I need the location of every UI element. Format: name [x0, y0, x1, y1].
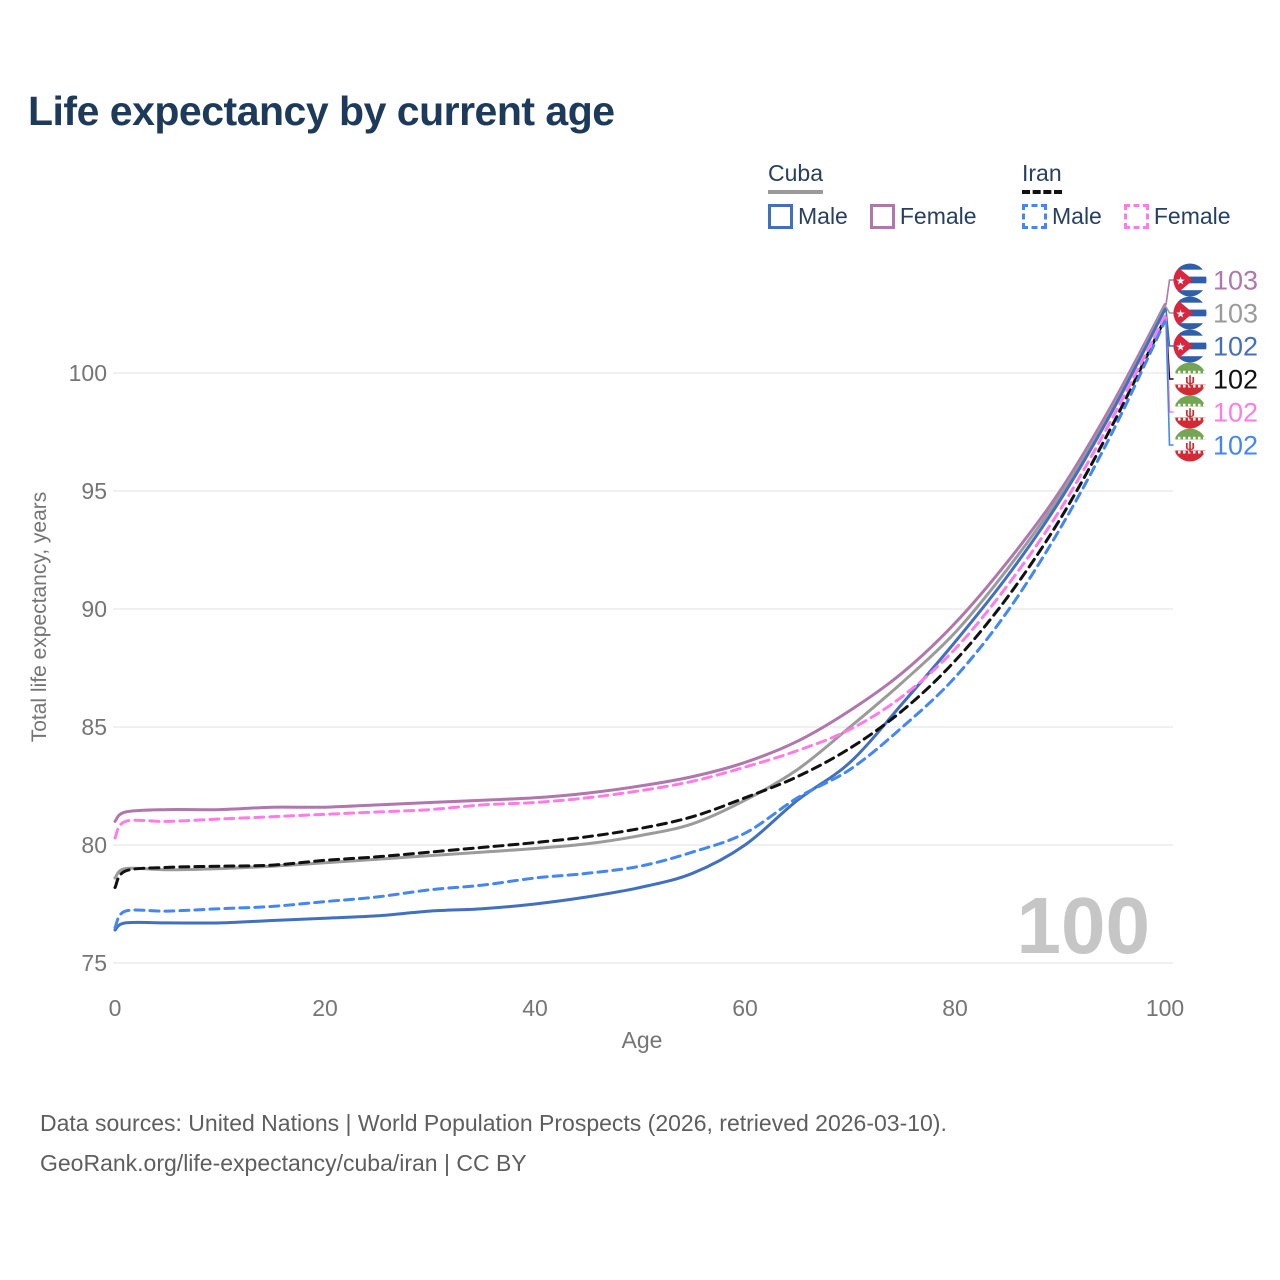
data-source-text: Data sources: United Nations | World Pop…: [40, 1110, 947, 1136]
legend-group-iran: Iran Male Female: [1022, 160, 1231, 230]
y-tick-label: 85: [81, 714, 107, 740]
y-axis-title: Total life expectancy, years: [28, 492, 51, 743]
x-tick-label: 40: [522, 995, 548, 1021]
end-labels: ★ 103 ★ 103 ★ 102 ψ 102 ψ 102: [1165, 263, 1258, 462]
x-tick-label: 60: [732, 995, 758, 1021]
x-tick-label: 80: [942, 995, 968, 1021]
end-label-value-cuba-male: 102: [1213, 332, 1258, 362]
svg-text:ψ: ψ: [1185, 438, 1195, 453]
gridlines: [113, 372, 1173, 964]
y-tick-label: 90: [81, 596, 107, 622]
iran-flag-icon: ψ: [1173, 428, 1207, 462]
iran-female-swatch-icon: [1123, 204, 1149, 229]
series-line-cuba-female: [113, 303, 1167, 823]
legend-item-label: Male: [798, 203, 848, 229]
attribution-text: GeoRank.org/life-expectancy/cuba/iran | …: [40, 1150, 527, 1176]
svg-text:ψ: ψ: [1185, 372, 1195, 387]
y-tick-label: 80: [81, 832, 107, 858]
footer: Data sources: United Nations | World Pop…: [40, 1103, 947, 1183]
end-label-value-iran-both-sexes: 102: [1213, 365, 1258, 395]
iran-male-swatch-icon: [1022, 204, 1047, 229]
series-line-iran-female: [113, 314, 1167, 840]
x-tick-label: 20: [312, 995, 338, 1021]
cuba-flag-icon: ★: [1173, 329, 1207, 363]
legend-item-label: Male: [1052, 203, 1102, 229]
legend-item-cuba-female[interactable]: Female: [869, 203, 977, 230]
legend-group-cuba: Cuba Male Female: [768, 160, 977, 230]
cuba-male-swatch-icon: [768, 204, 793, 229]
legend-item-label: Female: [899, 203, 977, 229]
svg-text:★: ★: [1176, 342, 1186, 354]
svg-text:ψ: ψ: [1185, 405, 1195, 420]
series-line-cuba-male: [113, 307, 1167, 932]
legend-country-cuba: Cuba: [768, 160, 823, 194]
y-tick-label: 75: [81, 950, 107, 976]
iran-flag-icon: ψ: [1173, 362, 1207, 396]
end-label-value-cuba-both-sexes: 103: [1213, 299, 1258, 329]
age-counter-watermark: 100: [1017, 881, 1150, 970]
legend: Cuba Male Female Iran Male: [768, 160, 1268, 240]
iran-flag-icon: ψ: [1173, 395, 1207, 429]
x-axis-title: Age: [622, 1027, 663, 1053]
series-line-iran-male: [113, 319, 1167, 930]
end-label-value-iran-female: 102: [1213, 398, 1258, 428]
svg-text:★: ★: [1176, 276, 1186, 288]
x-tick-label: 100: [1146, 995, 1184, 1021]
cuba-female-swatch-icon: [869, 204, 895, 229]
x-axis-tick-labels: 0 20 40 60 80 100: [109, 995, 1185, 1021]
svg-text:★: ★: [1176, 309, 1186, 321]
legend-item-iran-male[interactable]: Male: [1022, 203, 1102, 230]
x-tick-label: 0: [109, 995, 122, 1021]
end-label-value-cuba-female: 103: [1213, 266, 1258, 296]
y-tick-label: 100: [69, 360, 107, 386]
y-axis-tick-labels: 75 80 85 90 95 100: [69, 360, 107, 976]
legend-country-iran: Iran: [1022, 160, 1062, 194]
legend-item-cuba-male[interactable]: Male: [768, 203, 848, 230]
end-label-value-iran-male: 102: [1213, 431, 1258, 461]
page-title: Life expectancy by current age: [28, 88, 615, 134]
legend-item-label: Female: [1153, 203, 1231, 229]
y-tick-label: 95: [81, 478, 107, 504]
series-lines: [113, 303, 1167, 932]
cuba-flag-icon: ★: [1173, 263, 1207, 297]
cuba-flag-icon: ★: [1173, 296, 1207, 330]
series-line-iran-both-sexes: [113, 317, 1167, 889]
legend-item-iran-female[interactable]: Female: [1123, 203, 1231, 230]
series-line-cuba-both-sexes: [113, 305, 1167, 880]
